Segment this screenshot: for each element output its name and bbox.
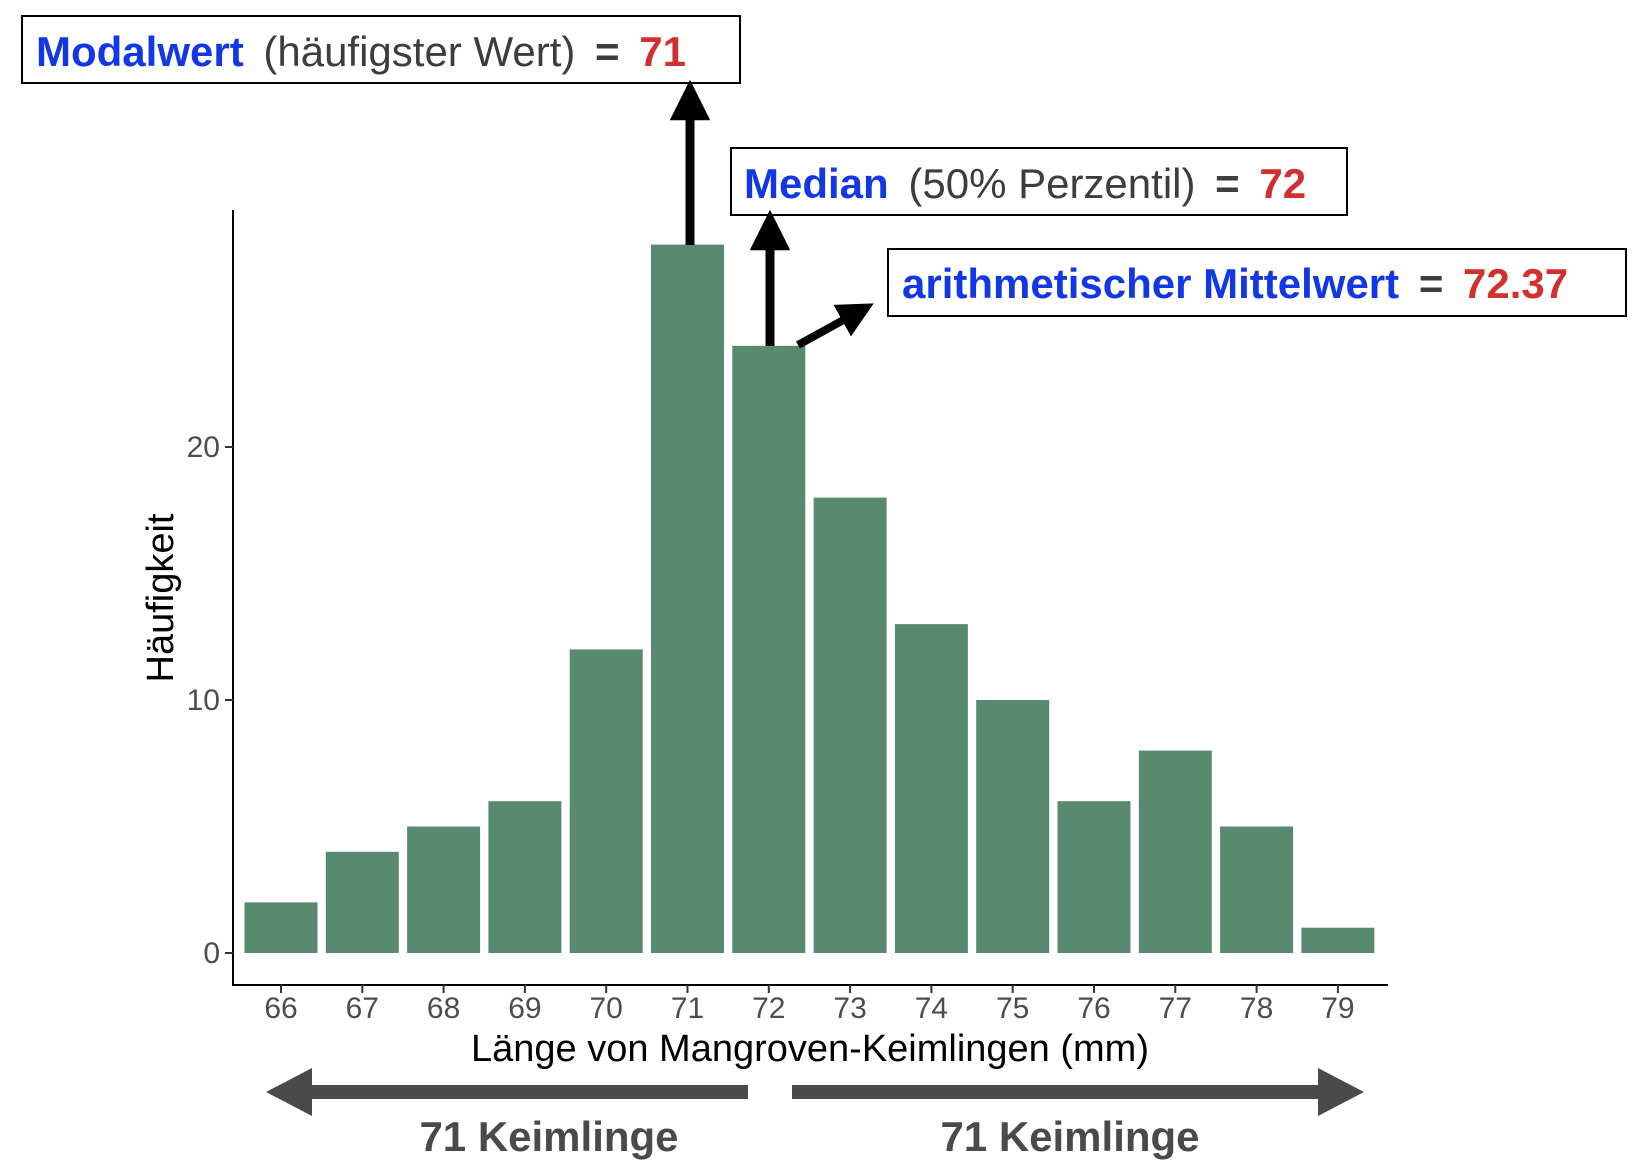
mode-annotation: Modalwert (häufigster Wert) = 71 <box>36 28 686 75</box>
x-tick-label: 78 <box>1240 992 1273 1025</box>
median-value: 72 <box>1259 160 1306 207</box>
bar-78 <box>1220 826 1294 953</box>
x-tick-label: 70 <box>590 992 623 1025</box>
median-detail: (50% Perzentil) <box>908 160 1195 207</box>
left-split-label: 71 Keimlinge <box>419 1113 678 1160</box>
mean-annotation: arithmetischer Mittelwert = 72.37 <box>902 260 1568 307</box>
x-tick-label: 74 <box>915 992 948 1025</box>
x-tick-label: 79 <box>1321 992 1354 1025</box>
mean-equals: = <box>1419 260 1444 307</box>
y-ticks-group: 0 10 20 <box>187 431 233 970</box>
mode-label: Modalwert <box>36 28 244 75</box>
bar-71 <box>651 244 724 954</box>
x-tick-label: 67 <box>346 992 379 1025</box>
bar-79 <box>1301 927 1375 953</box>
x-tick-label: 68 <box>427 992 460 1025</box>
y-axis-title: Häufigkeit <box>140 513 182 682</box>
right-split-label: 71 Keimlinge <box>940 1113 1199 1160</box>
bar-76 <box>1057 801 1131 953</box>
mode-annotation-box <box>21 15 741 84</box>
mean-value: 72.37 <box>1463 260 1568 307</box>
mode-value: 71 <box>639 28 686 75</box>
bar-74 <box>894 624 968 953</box>
bars-group <box>244 244 1375 954</box>
bar-72 <box>732 345 806 953</box>
bar-69 <box>488 801 562 953</box>
x-axis-title: Länge von Mangroven-Keimlingen (mm) <box>471 1028 1149 1070</box>
x-tick-label: 77 <box>1159 992 1192 1025</box>
mean-arrow <box>796 303 874 349</box>
x-tick-label: 73 <box>833 992 866 1025</box>
mean-annotation-box <box>887 248 1627 317</box>
x-tick-label: 72 <box>752 992 785 1025</box>
median-label: Median <box>744 160 889 207</box>
bar-68 <box>407 826 481 953</box>
x-tick-label: 66 <box>264 992 297 1025</box>
bar-73 <box>813 497 887 953</box>
x-ticks-group: 66 67 68 69 70 71 72 73 74 75 76 77 78 79 <box>264 985 1355 1025</box>
y-tick-label: 20 <box>187 431 220 464</box>
x-tick-label: 76 <box>1077 992 1110 1025</box>
left-split-arrow <box>266 1068 748 1116</box>
median-annotation-box <box>730 147 1348 216</box>
median-annotation: Median (50% Perzentil) = 72 <box>744 160 1306 207</box>
bar-66 <box>244 902 318 953</box>
mean-label: arithmetischer Mittelwert <box>902 260 1399 307</box>
bar-75 <box>976 700 1050 953</box>
x-tick-label: 69 <box>508 992 541 1025</box>
bar-70 <box>569 649 643 953</box>
mode-detail: (häufigster Wert) <box>263 28 575 75</box>
y-tick-label: 10 <box>187 684 220 717</box>
right-split-arrow <box>792 1068 1364 1116</box>
x-tick-label: 75 <box>996 992 1029 1025</box>
mode-equals: = <box>595 28 620 75</box>
bar-77 <box>1138 750 1212 953</box>
bar-67 <box>325 851 399 953</box>
y-tick-label: 0 <box>203 937 220 970</box>
x-tick-label: 71 <box>671 992 704 1025</box>
median-equals: = <box>1215 160 1240 207</box>
